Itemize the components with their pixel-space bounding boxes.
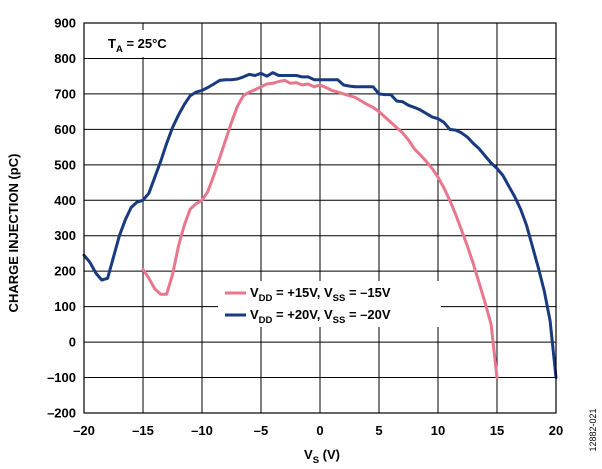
x-tick-label: 15 <box>490 423 504 438</box>
annotation-sub: A <box>116 44 123 55</box>
x-tick-label: –5 <box>254 423 268 438</box>
x-tick-label: –20 <box>73 423 95 438</box>
x-tick-label: 5 <box>375 423 382 438</box>
series-group <box>82 71 558 379</box>
y-tick-label: 0 <box>69 335 76 350</box>
x-tick-label: 10 <box>431 423 445 438</box>
x-tick-label: 0 <box>316 423 323 438</box>
x-tick-label: –15 <box>132 423 154 438</box>
x-axis-title: VS (V) <box>304 447 340 466</box>
temperature-annotation: TA = 25°C <box>100 30 185 57</box>
y-tick-label: –100 <box>47 370 76 385</box>
annotation-text: TA = 25°C <box>108 36 167 55</box>
series-line-1 <box>82 71 558 379</box>
y-tick-label: 200 <box>54 264 76 279</box>
x-axis-title-sub: S <box>313 455 319 466</box>
annotation-box <box>100 30 185 57</box>
figure-id: 12882-021 <box>588 408 598 451</box>
legend-label-20v: VDD = +20V, VSS = –20V <box>250 307 391 326</box>
tick-labels: –20 –15 –10 –5 0 5 10 15 20 –200 –100 0 100 200 300 400… <box>47 16 563 439</box>
legend-background <box>218 281 441 327</box>
legend-label-15v: VDD = +15V, VSS = –15V <box>250 285 391 304</box>
y-axis-title: CHARGE INJECTION (pC) <box>6 154 21 313</box>
y-tick-label: 100 <box>54 299 76 314</box>
annotation-main: T <box>108 36 116 51</box>
legend: VDD = +15V, VSS = –15V VDD = +20V, VSS =… <box>218 281 441 327</box>
annotation-suffix: = 25°C <box>123 36 167 51</box>
y-tick-label: 700 <box>54 86 76 101</box>
x-axis-title-suffix: (V) <box>319 447 340 462</box>
x-tick-label: –10 <box>191 423 213 438</box>
y-tick-label: 800 <box>54 51 76 66</box>
y-tick-label: 500 <box>54 157 76 172</box>
x-axis-title-main: V <box>304 447 313 462</box>
y-tick-label: 600 <box>54 122 76 137</box>
y-tick-label: 900 <box>54 16 76 31</box>
plot-area-border <box>83 22 557 414</box>
y-tick-label: 300 <box>54 228 76 243</box>
y-tick-label: 400 <box>54 193 76 208</box>
series-line-0 <box>141 78 499 379</box>
plot-frame <box>83 22 557 414</box>
y-tick-label: –200 <box>47 406 76 421</box>
grid <box>84 23 556 413</box>
x-tick-label: 20 <box>549 423 563 438</box>
